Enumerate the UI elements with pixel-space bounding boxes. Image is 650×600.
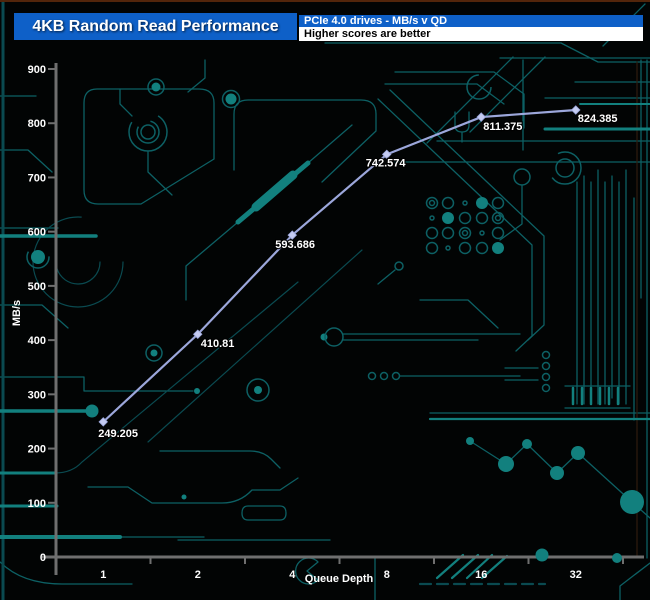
data-point-label: 593.686 (275, 239, 315, 251)
data-point-marker (287, 230, 298, 240)
y-tick-label: 100 (28, 498, 46, 510)
y-tick-label: 600 (28, 227, 46, 239)
y-tick-label: 500 (28, 281, 46, 293)
chart-note-bar: Higher scores are better (299, 27, 643, 41)
data-point-marker (570, 105, 581, 115)
data-point-label: 249.205 (98, 428, 138, 440)
data-point-marker (98, 417, 109, 427)
y-tick-label: 700 (28, 172, 46, 184)
data-point-label: 824.385 (578, 113, 618, 125)
data-point-label: 811.375 (483, 121, 522, 133)
data-point-marker (476, 112, 487, 122)
circuit-vias (31, 82, 644, 514)
circuit-rings (26, 74, 582, 402)
x-tick-label: 1 (100, 569, 106, 581)
x-tick-label: 2 (195, 569, 201, 581)
data-point-label: 410.81 (201, 338, 235, 350)
y-tick-label: 800 (28, 118, 46, 130)
x-tick-label: 8 (384, 569, 390, 581)
x-axis-title: Queue Depth (305, 573, 374, 585)
data-point-marker (192, 329, 203, 340)
y-axis-title: MB/s (11, 300, 23, 326)
chart-title: 4KB Random Read Performance (14, 13, 297, 40)
top-border-line (0, 0, 650, 2)
y-tick-label: 0 (40, 552, 46, 564)
x-tick-label: 16 (475, 569, 487, 581)
y-tick-label: 200 (28, 444, 46, 456)
data-point-marker (381, 149, 392, 160)
y-tick-label: 400 (28, 335, 46, 347)
x-tick-label: 32 (570, 569, 582, 581)
data-point-label: 742.574 (366, 157, 407, 169)
circuit-traces-bright (0, 103, 650, 580)
chart-subtitle-bar: PCIe 4.0 drives - MB/s v QD (299, 15, 643, 27)
y-tick-label: 300 (28, 389, 46, 401)
y-tick-label: 900 (28, 64, 46, 76)
series-line (102, 108, 576, 423)
x-tick-label: 4 (289, 569, 296, 581)
